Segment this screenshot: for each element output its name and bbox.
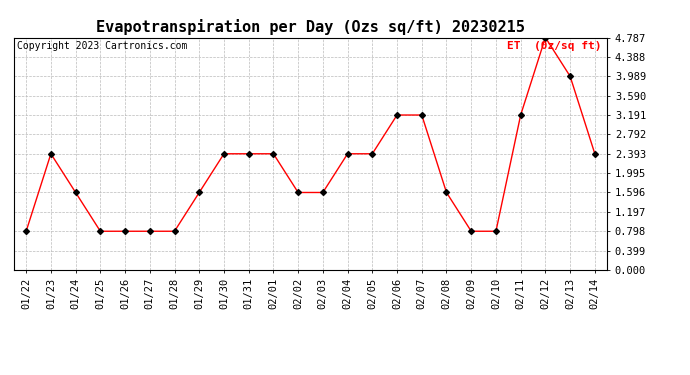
Title: Evapotranspiration per Day (Ozs sq/ft) 20230215: Evapotranspiration per Day (Ozs sq/ft) 2… xyxy=(96,19,525,35)
Text: ET  (0z/sq ft): ET (0z/sq ft) xyxy=(506,41,601,51)
Text: Copyright 2023 Cartronics.com: Copyright 2023 Cartronics.com xyxy=(17,41,187,51)
